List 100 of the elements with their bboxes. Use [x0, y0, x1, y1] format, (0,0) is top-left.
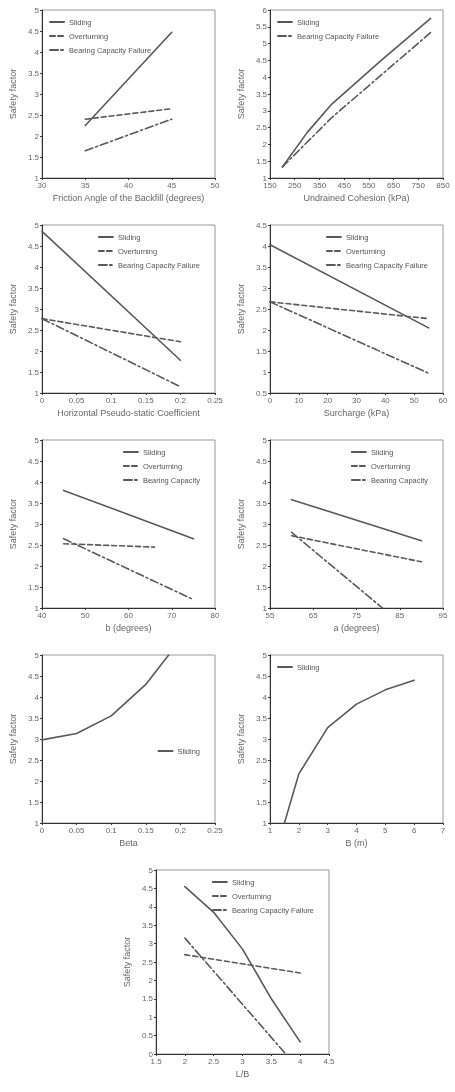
y-tick-label: 4 — [262, 477, 268, 487]
x-tick-label: 60 — [124, 610, 134, 620]
y-tick-label: 2.5 — [27, 110, 40, 120]
y-tick-label: 2.5 — [141, 957, 154, 967]
y-tick-label: 1 — [34, 388, 40, 398]
y-axis-title: Safety factor — [235, 68, 246, 120]
y-tick-label: 0 — [148, 1049, 154, 1059]
y-tick-label: 3 — [262, 283, 268, 293]
y-tick-label: 4.5 — [27, 241, 40, 251]
x-axis-title: Undrained Cohesion (kPa) — [303, 193, 410, 204]
y-tick-label: 3 — [262, 106, 268, 116]
y-tick-label: 4.5 — [255, 456, 268, 466]
y-tick-label: 2 — [34, 346, 40, 356]
y-tick-label: 2 — [34, 776, 40, 786]
y-tick-label: 1.5 — [255, 156, 268, 166]
y-tick-label: 3 — [34, 734, 40, 744]
x-tick-label: 0.25 — [207, 395, 224, 405]
x-axis-title: L/B — [235, 1069, 250, 1080]
y-tick-label: 3 — [34, 304, 40, 314]
x-tick-label: 95 — [438, 610, 448, 620]
y-tick-label: 2.5 — [255, 304, 268, 314]
y-tick-label: 5 — [262, 39, 268, 49]
y-tick-label: 1 — [262, 367, 268, 377]
y-tick-label: 2.5 — [27, 540, 40, 550]
y-tick-label: 3.5 — [27, 498, 40, 508]
y-tick-label: 3.5 — [27, 713, 40, 723]
y-axis-title: Safety factor — [235, 283, 246, 335]
y-tick-label: 2 — [148, 975, 154, 985]
x-axis-title: B (m) — [345, 838, 368, 849]
x-tick-label: 85 — [395, 610, 405, 620]
y-tick-label: 4 — [262, 72, 268, 82]
y-tick-label: 4 — [34, 477, 40, 487]
x-tick-label: 450 — [337, 180, 352, 190]
x-tick-label: 4 — [354, 825, 360, 835]
y-axis-title: Safety factor — [121, 936, 132, 988]
y-tick-label: 2 — [262, 776, 268, 786]
y-tick-label: 5 — [34, 435, 40, 445]
y-axis-title: Safety factor — [235, 498, 246, 550]
x-tick-label: 40 — [124, 180, 134, 190]
y-tick-label: 3.5 — [27, 283, 40, 293]
y-tick-label: 4.5 — [141, 883, 154, 893]
y-tick-label: 1.5 — [141, 994, 154, 1004]
y-tick-label: 3.5 — [255, 713, 268, 723]
y-tick-label: 1.5 — [27, 152, 40, 162]
y-tick-label: 4.5 — [27, 671, 40, 681]
y-tick-label: 5 — [34, 5, 40, 15]
x-tick-label: 4 — [297, 1056, 303, 1066]
y-tick-label: 4.5 — [255, 55, 268, 65]
x-tick-label: 0.2 — [174, 825, 187, 835]
x-tick-label: 0.05 — [68, 395, 85, 405]
x-tick-label: 50 — [80, 610, 91, 620]
y-tick-label: 5 — [34, 220, 40, 230]
x-tick-label: 0.05 — [68, 825, 85, 835]
y-tick-label: 1 — [34, 173, 40, 183]
y-tick-label: 5 — [148, 865, 154, 875]
x-tick-label: 6 — [411, 825, 417, 835]
y-tick-label: 3 — [34, 519, 40, 529]
y-tick-label: 1.5 — [27, 367, 40, 377]
y-tick-label: 2 — [34, 131, 40, 141]
y-tick-label: 5 — [262, 650, 268, 660]
y-tick-label: 2.5 — [27, 325, 40, 335]
y-tick-label: 2.5 — [255, 755, 268, 765]
x-tick-label: 0.2 — [174, 395, 187, 405]
y-tick-label: 2.5 — [27, 755, 40, 765]
x-tick-label: 65 — [308, 610, 319, 620]
x-tick-label: 0.15 — [138, 825, 155, 835]
y-tick-label: 1 — [262, 173, 268, 183]
y-tick-label: 1.5 — [255, 797, 268, 807]
x-tick-label: 0.1 — [105, 825, 118, 835]
y-tick-label: 4 — [148, 902, 154, 912]
x-axis-title: Friction Angle of the Backfill (degrees) — [52, 193, 205, 204]
x-axis-title: Horizontal Pseudo-static Coefficient — [57, 408, 201, 419]
y-tick-label: 6 — [262, 5, 268, 15]
x-tick-label: 40 — [380, 395, 391, 405]
y-tick-label: 3.5 — [141, 920, 154, 930]
y-tick-label: 3.5 — [27, 68, 40, 78]
x-axis-title: Beta — [119, 838, 138, 849]
y-tick-label: 1 — [34, 818, 40, 828]
y-tick-label: 3 — [34, 89, 40, 99]
y-tick-label: 2.5 — [255, 123, 268, 133]
y-tick-label: 4 — [34, 47, 40, 57]
y-tick-label: 3.5 — [255, 498, 268, 508]
y-tick-label: 5 — [34, 650, 40, 660]
y-tick-label: 4 — [34, 692, 40, 702]
y-tick-label: 2 — [262, 561, 268, 571]
x-tick-label: 850 — [436, 180, 451, 190]
y-tick-label: 4 — [34, 262, 40, 272]
x-tick-label: 50 — [409, 395, 420, 405]
x-tick-label: 20 — [323, 395, 333, 405]
x-tick-label: 2.5 — [208, 1056, 220, 1066]
x-tick-label: 70 — [167, 610, 177, 620]
y-tick-label: 3 — [262, 519, 268, 529]
x-tick-label: 40 — [37, 610, 48, 620]
x-tick-label: 750 — [411, 180, 426, 190]
y-tick-label: 1.5 — [255, 582, 268, 592]
x-tick-label: 35 — [80, 180, 91, 190]
x-tick-label: 30 — [37, 180, 48, 190]
y-tick-label: 3.5 — [255, 262, 268, 272]
y-tick-label: 1.5 — [255, 346, 268, 356]
x-tick-label: 350 — [312, 180, 327, 190]
